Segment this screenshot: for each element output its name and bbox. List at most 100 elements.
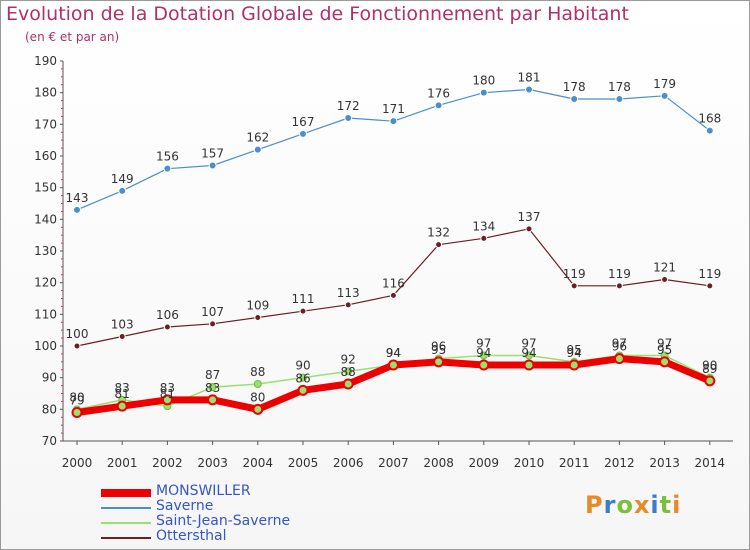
data-label-saverne: 181: [518, 71, 541, 85]
data-label-monswiller: 88: [341, 365, 356, 379]
chart-lines: [71, 85, 716, 418]
data-point-saverne: [389, 117, 398, 126]
proxiti-logo: Proxiti: [585, 491, 681, 519]
data-point-monswiller: [207, 394, 219, 406]
data-label-saverne: 171: [382, 102, 405, 116]
x-tick-label: 2007: [378, 456, 409, 470]
data-label-saint-jean-saverne: 96: [431, 340, 446, 354]
legend-label: Saint-Jean-Saverne: [156, 513, 291, 529]
data-label-saint-jean-saverne: 95: [567, 343, 582, 357]
data-label-monswiller: 86: [295, 371, 310, 385]
data-point-saverne: [434, 101, 443, 110]
y-tick-label: 130: [34, 244, 57, 258]
data-label-ottersthal: 116: [382, 276, 405, 290]
x-tick-label: 2004: [243, 456, 274, 470]
data-label-saint-jean-saverne: 90: [295, 359, 310, 373]
data-label-saint-jean-saverne: 90: [702, 359, 717, 373]
data-label-saverne: 162: [246, 131, 269, 145]
data-label-saint-jean-saverne: 88: [250, 365, 265, 379]
data-point-ottersthal: [299, 307, 307, 315]
chart-axes: 70 80 90 100 110 120 130 140 150 160 170 180 190 2000…: [34, 54, 733, 470]
data-label-ottersthal: 121: [653, 261, 676, 275]
data-point-saverne: [705, 126, 714, 135]
data-label-saverne: 168: [698, 112, 721, 126]
data-label-saverne: 156: [156, 150, 179, 164]
data-label-saverne: 143: [66, 191, 89, 205]
data-point-ottersthal: [73, 342, 81, 350]
x-tick-label: 2009: [469, 456, 500, 470]
x-tick-label: 2002: [152, 456, 183, 470]
data-point-saverne: [570, 95, 579, 103]
data-label-monswiller: 83: [205, 381, 220, 395]
x-tick-label: 2010: [514, 456, 545, 470]
data-label-ottersthal: 132: [427, 226, 450, 240]
data-label-saint-jean-saverne: 92: [341, 352, 356, 366]
data-point-saverne: [479, 88, 488, 97]
data-label-monswiller: 95: [431, 343, 446, 357]
y-tick-label: 190: [34, 54, 57, 68]
data-point-ottersthal: [118, 333, 126, 340]
data-point-saverne: [525, 85, 533, 94]
logo-letter: o: [616, 491, 634, 519]
legend-swatch: [101, 537, 151, 539]
data-point-saverne: [344, 114, 353, 122]
data-label-monswiller: 94: [567, 346, 582, 360]
data-label-ottersthal: 100: [66, 327, 89, 341]
data-point-saint-jean-saverne: [525, 351, 533, 360]
logo-letter: P: [585, 491, 604, 519]
data-label-saint-jean-saverne: 97: [521, 337, 536, 351]
data-label-ottersthal: 134: [472, 219, 495, 233]
data-point-ottersthal: [706, 282, 714, 290]
data-point-ottersthal: [615, 282, 623, 290]
data-label-ottersthal: 111: [292, 292, 315, 306]
data-label-ottersthal: 119: [563, 267, 586, 281]
data-label-saverne: 178: [563, 80, 586, 94]
logo-letter: r: [603, 491, 617, 519]
data-label-monswiller: 83: [160, 381, 175, 395]
data-point-saverne: [615, 95, 624, 103]
x-tick-label: 2006: [333, 456, 364, 470]
data-point-saverne: [118, 186, 127, 195]
data-label-ottersthal: 113: [337, 286, 360, 300]
y-tick-label: 80: [42, 402, 57, 416]
data-label-saverne: 172: [337, 99, 360, 113]
x-tick-label: 2014: [695, 456, 726, 470]
data-label-saverne: 157: [201, 147, 224, 161]
data-point-saverne: [299, 129, 307, 138]
data-point-monswiller: [71, 407, 83, 418]
x-tick-label: 2005: [288, 456, 319, 470]
data-label-saverne: 178: [608, 80, 631, 94]
y-tick-label: 150: [34, 181, 57, 195]
data-point-monswiller: [161, 394, 173, 406]
data-label-saverne: 167: [292, 115, 315, 129]
data-point-monswiller: [659, 356, 671, 368]
data-point-monswiller: [613, 353, 625, 365]
data-point-ottersthal: [570, 282, 578, 290]
logo-letter: x: [633, 491, 651, 519]
data-label-saint-jean-saverne: 94: [386, 346, 401, 360]
legend-label: Ottersthal: [156, 528, 227, 544]
data-label-saint-jean-saverne: 83: [115, 381, 130, 395]
data-point-monswiller: [297, 384, 309, 396]
x-tick-label: 2011: [559, 456, 590, 470]
data-label-monswiller: 94: [521, 346, 536, 360]
data-label-monswiller: 81: [115, 387, 130, 401]
data-point-saint-jean-saverne: [299, 373, 307, 382]
x-tick-label: 2003: [197, 456, 228, 470]
data-label-ottersthal: 119: [608, 267, 631, 281]
data-point-monswiller: [387, 359, 399, 371]
logo-letter: i: [650, 491, 660, 519]
data-label-monswiller: 96: [612, 340, 627, 354]
y-tick-label: 170: [34, 117, 57, 131]
x-tick-label: 2008: [423, 456, 454, 470]
data-point-ottersthal: [389, 291, 397, 299]
data-point-monswiller: [252, 403, 264, 415]
data-label-ottersthal: 107: [201, 305, 224, 319]
data-label-ottersthal: 119: [698, 267, 721, 281]
data-label-monswiller: 89: [702, 362, 717, 376]
data-point-monswiller: [116, 400, 128, 412]
data-label-saint-jean-saverne: 97: [476, 337, 491, 351]
data-label-saint-jean-saverne: 97: [657, 337, 672, 351]
data-label-monswiller: 95: [657, 343, 672, 357]
